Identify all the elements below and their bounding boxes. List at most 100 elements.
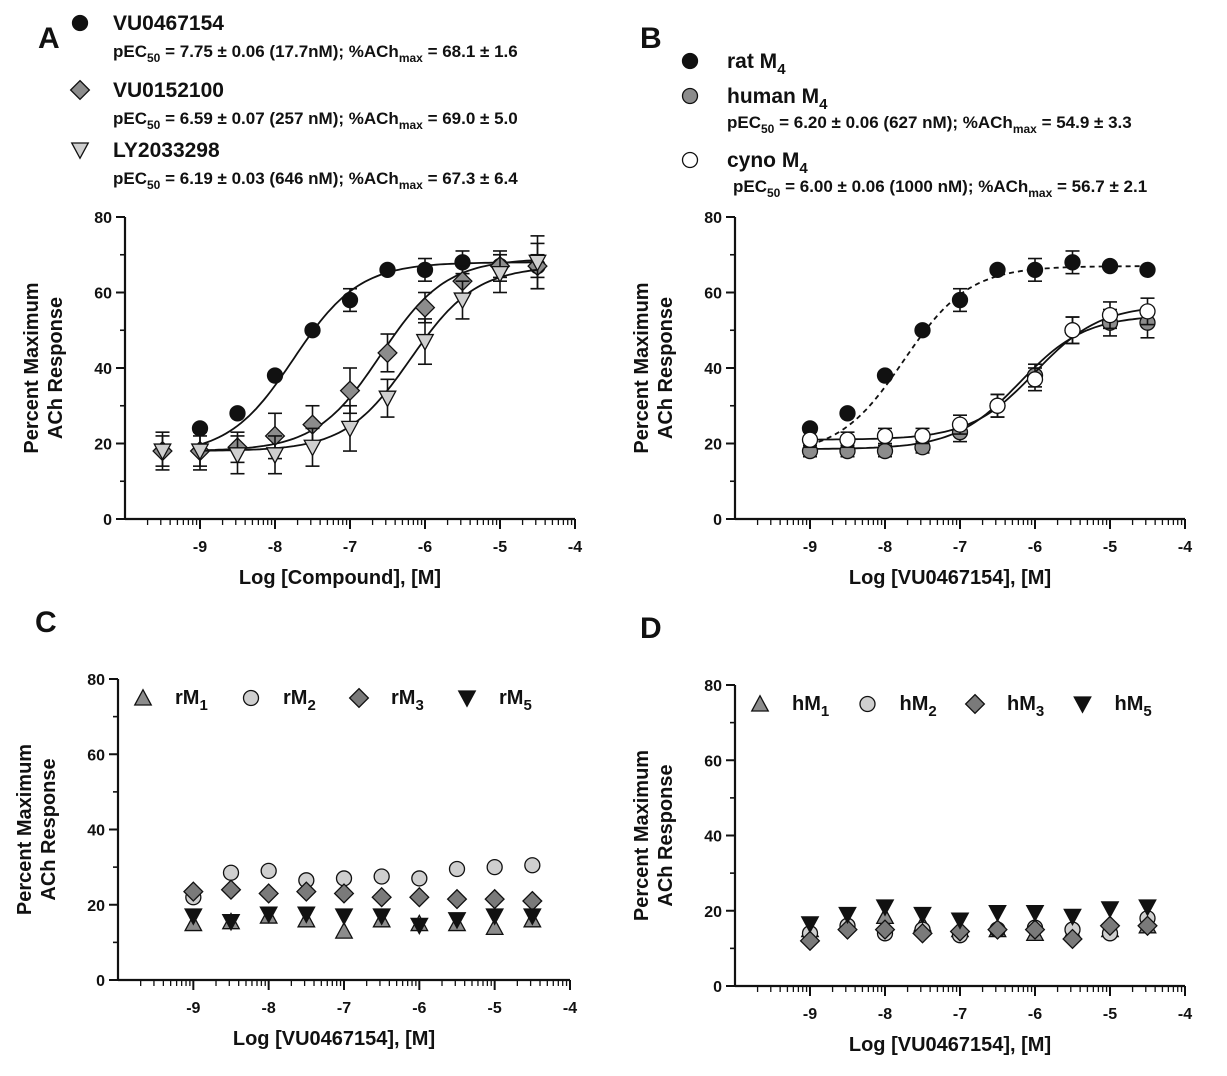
x-tick-label: -5 bbox=[1103, 539, 1117, 556]
label-sub: 2 bbox=[307, 697, 315, 714]
label-part: rM bbox=[175, 687, 199, 709]
x-tick-label: -4 bbox=[1178, 539, 1192, 556]
label-part: hM bbox=[792, 693, 821, 715]
x-tick-label: -9 bbox=[186, 1000, 200, 1017]
data-point bbox=[266, 367, 284, 384]
data-point bbox=[485, 917, 505, 935]
legend-stat: pEC50 = 6.20 ± 0.06 (627 nM); %AChmax = … bbox=[727, 113, 1132, 136]
x-tick-label: -4 bbox=[563, 1000, 577, 1017]
data-point bbox=[448, 860, 466, 878]
data-point bbox=[183, 881, 204, 902]
panel-letter: A bbox=[38, 22, 60, 55]
series-2 bbox=[183, 879, 543, 912]
label-part: hM bbox=[1007, 693, 1036, 715]
y-axis-title-line2: ACh Response bbox=[38, 758, 60, 900]
data-point bbox=[989, 261, 1006, 279]
data-point bbox=[874, 919, 896, 940]
y-tick-label: 80 bbox=[87, 672, 105, 689]
data-point bbox=[839, 431, 856, 448]
data-point bbox=[800, 916, 820, 934]
legend-stat: pEC50 = 6.19 ± 0.03 (646 nM); %AChmax = … bbox=[113, 169, 518, 192]
data-point bbox=[1099, 915, 1121, 937]
series-3 bbox=[183, 906, 542, 936]
y-tick-label: 40 bbox=[87, 823, 105, 840]
label-part: rM bbox=[391, 687, 415, 709]
data-point bbox=[339, 380, 361, 401]
legend-entry: VU0152100 pEC50 = 6.59 ± 0.07 (257 nM); %… bbox=[69, 79, 518, 132]
x-axis-title: Log [VU0467154], [M] bbox=[849, 567, 1051, 589]
data-point bbox=[453, 292, 472, 310]
data-point bbox=[1101, 306, 1119, 324]
series-2 bbox=[801, 297, 1156, 449]
stat-part: = 68.1 ± 1.6 bbox=[423, 42, 518, 61]
data-point bbox=[951, 416, 969, 433]
data-point bbox=[341, 291, 359, 309]
x-tick-label: -6 bbox=[412, 1000, 426, 1017]
legend-marker bbox=[242, 689, 260, 707]
data-point bbox=[839, 405, 856, 422]
legend-entry: rM2 bbox=[242, 687, 316, 714]
legend-entry: hM1 bbox=[750, 693, 829, 720]
data-point bbox=[801, 431, 819, 448]
legend-label: hM1 bbox=[792, 693, 829, 720]
x-tick-label: -6 bbox=[1028, 1006, 1042, 1023]
series-0 bbox=[801, 250, 1156, 446]
y-axis-title-line1: Percent Maximum bbox=[21, 282, 43, 453]
fit-curve bbox=[809, 265, 1148, 446]
legend-entry: hM3 bbox=[964, 693, 1044, 720]
label-sub: 3 bbox=[1036, 703, 1044, 720]
data-point bbox=[1138, 899, 1157, 917]
legend-entry: hM5 bbox=[1073, 693, 1152, 720]
y-tick-label: 80 bbox=[704, 678, 722, 695]
fit-curve bbox=[809, 316, 1148, 450]
data-point bbox=[913, 906, 932, 925]
y-tick-label: 60 bbox=[94, 286, 112, 303]
panel-c: C 0 20 40 60 80 -9 -8 -7 -6 -5 -4 Log [VU0467154], [… bbox=[14, 606, 577, 1050]
data-point bbox=[1100, 901, 1120, 919]
y-tick-label: 20 bbox=[704, 437, 722, 454]
y-tick-label: 0 bbox=[103, 512, 112, 529]
y-tick-label: 80 bbox=[704, 210, 722, 227]
legend-entry: hM2 bbox=[859, 693, 937, 720]
data-point bbox=[989, 397, 1006, 414]
x-tick-label: -5 bbox=[488, 1000, 502, 1017]
data-point bbox=[334, 921, 354, 939]
y-tick-label: 0 bbox=[713, 979, 722, 996]
data-point bbox=[1101, 257, 1119, 275]
legend-marker bbox=[681, 87, 699, 105]
fit-curve bbox=[199, 259, 538, 452]
stat-sub: 50 bbox=[147, 178, 161, 192]
legend-label: hM5 bbox=[1115, 693, 1152, 720]
y-axis-title-line2: ACh Response bbox=[655, 764, 677, 906]
fit-curve bbox=[810, 308, 1148, 441]
data-point bbox=[1139, 303, 1156, 320]
x-axis-title: Log [VU0467154], [M] bbox=[849, 1034, 1051, 1056]
stat-part: = 6.20 ± 0.06 (627 nM); %ACh bbox=[774, 113, 1012, 132]
data-point bbox=[1026, 371, 1044, 388]
series-1 bbox=[801, 306, 1156, 460]
series-0 bbox=[183, 906, 542, 939]
legend-entry: rM1 bbox=[133, 687, 208, 714]
data-point bbox=[914, 427, 931, 445]
panel-a: A 0 20 40 60 80 -9 -8 -7 -6 -5 -4 Log [Compound], [M… bbox=[21, 12, 582, 589]
legend-stat: pEC50 = 7.75 ± 0.06 (17.7nM); %AChmax = … bbox=[113, 42, 518, 65]
label-sub: 1 bbox=[821, 703, 829, 720]
y-tick-label: 40 bbox=[94, 361, 112, 378]
y-axis-title-line2: ACh Response bbox=[45, 297, 67, 439]
data-point bbox=[876, 427, 894, 445]
y-axis-title: Percent Maximum ACh Response bbox=[631, 282, 677, 453]
data-point bbox=[1063, 908, 1082, 927]
legend-marker bbox=[964, 693, 986, 715]
data-point bbox=[258, 883, 279, 904]
x-tick-label: -7 bbox=[343, 539, 357, 556]
data-point bbox=[988, 904, 1007, 923]
legend-label: LY2033298 bbox=[113, 139, 220, 162]
stat-sub: 50 bbox=[147, 118, 161, 132]
data-point bbox=[409, 917, 429, 936]
label-sub: 5 bbox=[1143, 703, 1151, 720]
data-point bbox=[914, 322, 931, 339]
data-point bbox=[987, 919, 1008, 940]
legend-marker bbox=[750, 694, 770, 712]
legend-marker bbox=[457, 690, 477, 708]
